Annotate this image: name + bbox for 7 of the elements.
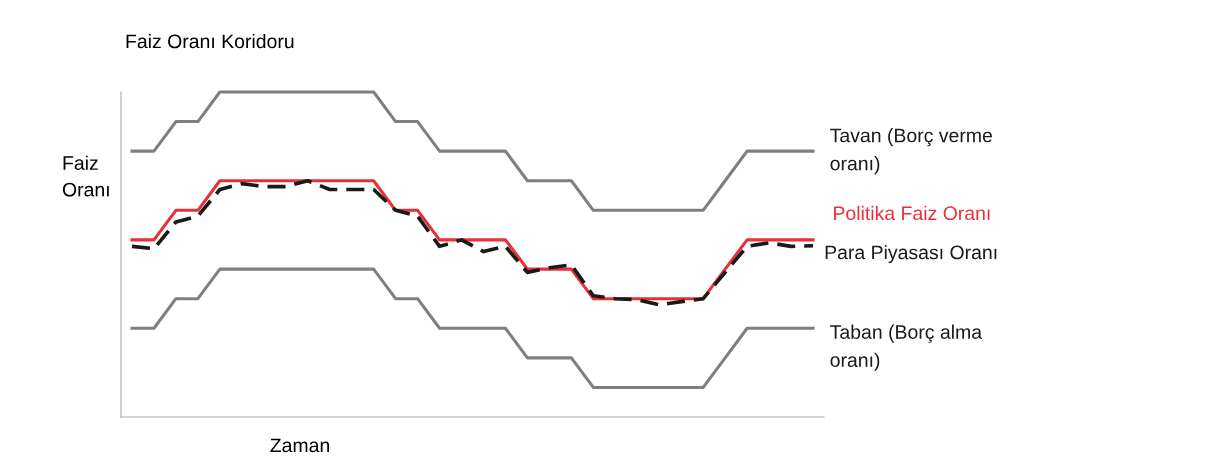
chart-title: Faiz Oranı Koridoru: [126, 33, 294, 49]
series-label: Para Piyasası Oranı: [825, 245, 997, 264]
x-axis-title: Zaman: [270, 438, 329, 453]
series-label: Taban (Borç alma oranı): [830, 324, 983, 371]
series-label: Tavan (Borç verme oranı): [830, 128, 992, 175]
y-axis-title: Faiz Oranı: [62, 155, 109, 197]
series-label: Politika Faiz Oranı: [834, 205, 990, 221]
